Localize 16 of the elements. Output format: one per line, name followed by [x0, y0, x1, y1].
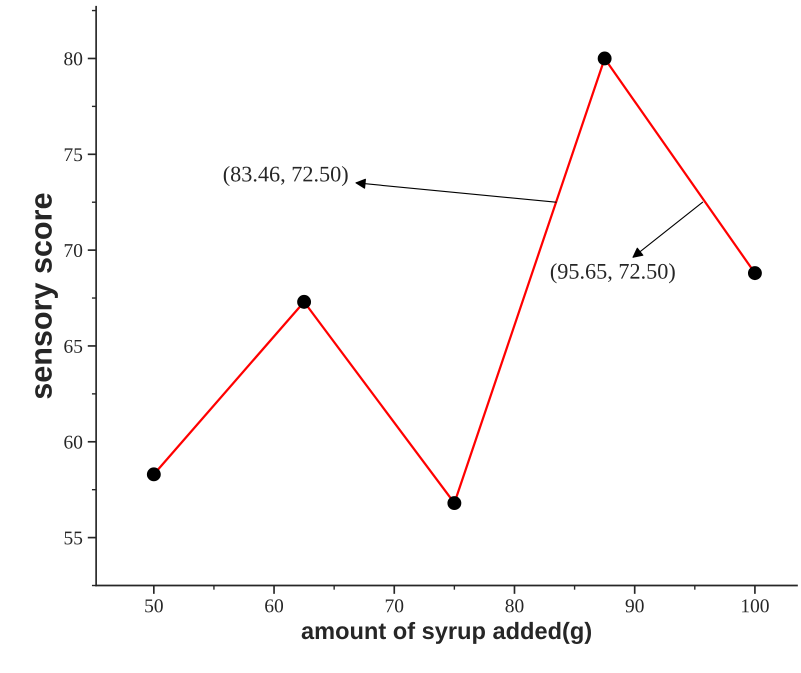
y-tick-label: 60 — [64, 436, 82, 449]
x-axis-title: amount of syrup added(g) — [302, 622, 591, 644]
annotation: (95.65, 72.50) — [550, 263, 675, 284]
x-tick-label: 90 — [626, 599, 644, 612]
x-tick-label: 80 — [506, 599, 524, 612]
x-tick-label: 70 — [386, 599, 404, 612]
y-tick-label: 65 — [64, 340, 82, 353]
x-tick-label: 100 — [742, 599, 769, 612]
y-tick-label: 80 — [64, 52, 82, 66]
y-axis-title: sensory score — [35, 194, 58, 399]
x-tick-label: 50 — [145, 599, 163, 612]
annotation: (83.46, 72.50) — [224, 166, 348, 186]
y-tick-label: 75 — [64, 148, 82, 162]
y-tick-label: 55 — [64, 532, 82, 545]
y-tick-label: 70 — [64, 244, 82, 258]
x-tick-label: 60 — [265, 599, 284, 612]
